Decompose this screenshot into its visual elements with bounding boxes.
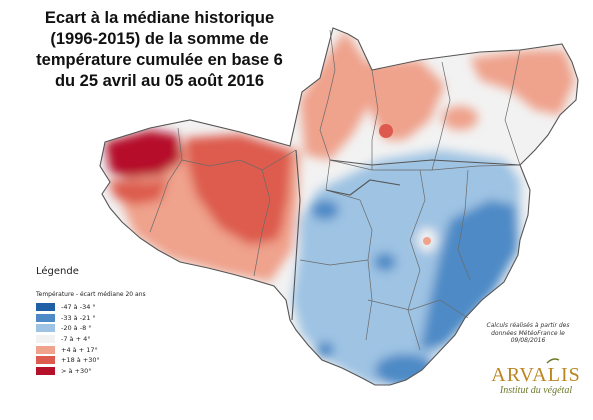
zone-medium-blue-loire	[375, 354, 435, 385]
legend: Légende Température - écart médiane 20 a…	[36, 266, 186, 376]
legend-swatch	[36, 366, 55, 375]
legend-item: -33 à -21 °	[36, 313, 186, 324]
legend-item: -20 à -8 °	[36, 323, 186, 334]
zone-medium-red-spot-caen	[379, 124, 393, 138]
zone-medium-blue-spot-mid	[374, 253, 396, 271]
logo-accent-icon	[546, 358, 560, 364]
legend-items: -47 à -34 ° -33 à -21 ° -20 à -8 ° -7 à …	[36, 302, 186, 376]
legend-swatch	[36, 356, 55, 365]
legend-item: -47 à -34 °	[36, 302, 186, 313]
department-borders	[149, 29, 521, 351]
zone-medium-red-finistere-edge	[108, 178, 168, 205]
note-line: 09/08/2016	[510, 337, 546, 344]
note-line: Calculs réalisés à partir des	[486, 322, 570, 329]
map-title-line-4: du 25 avril au 05 août 2016	[54, 72, 265, 90]
zone-medium-blue-spot-south	[316, 342, 334, 358]
zone-dark-red-finistere	[105, 130, 182, 178]
note-line: données MétéoFrance le	[491, 329, 565, 337]
legend-item: -7 à + 4°	[36, 334, 186, 345]
map-title-line-2: (1996-2015) de la somme de	[50, 30, 269, 48]
legend-swatch	[36, 313, 55, 322]
zone-light-red-cotentin	[300, 30, 372, 160]
zone-medium-red-brittany	[185, 134, 292, 245]
legend-item: +18 à +30°	[36, 355, 186, 366]
land-outline	[99, 27, 579, 386]
data-source-note: Calculs réalisés à partir des données Mé…	[472, 322, 584, 345]
legend-label: -7 à + 4°	[61, 335, 91, 344]
legend-label: +18 à +30°	[61, 356, 100, 365]
legend-item: > à +30°	[36, 366, 186, 377]
zone-medium-blue-east	[420, 200, 518, 350]
legend-item: +4 à + 17°	[36, 344, 186, 355]
legend-swatch	[36, 324, 55, 333]
legend-label: +4 à + 17°	[61, 345, 98, 354]
legend-label: -47 à -34 °	[61, 303, 96, 312]
legend-subtitle: Température - écart médiane 20 ans	[36, 291, 146, 298]
legend-label: -20 à -8 °	[61, 324, 92, 333]
map-title: Ecart à la médiane historique (1996-2015…	[22, 8, 297, 92]
zone-light-red-north	[360, 60, 445, 140]
legend-label: > à +30°	[61, 366, 92, 375]
legend-swatch	[36, 335, 55, 344]
region-borders	[291, 149, 521, 321]
legend-title: Légende	[36, 266, 79, 277]
map-title-line-1: Ecart à la médiane historique	[44, 9, 275, 27]
zone-light-red-northeast	[470, 50, 575, 115]
map-title-line-3: température cumulée en base 6	[36, 51, 283, 69]
zone-medium-red-spot-rennes	[266, 213, 284, 231]
zone-medium-blue-spot-west	[311, 200, 339, 220]
legend-label: -33 à -21 °	[61, 313, 96, 322]
logo-name: ARVALIS	[491, 364, 581, 386]
legend-swatch	[36, 303, 55, 312]
arvalis-logo: ARVALIS Institut du végétal	[484, 358, 588, 396]
legend-swatch	[36, 345, 55, 354]
zone-light-red-spot-east	[442, 106, 478, 130]
zone-light-red-spot-inner-core	[423, 237, 431, 245]
logo-tagline: Institut du végétal	[499, 385, 573, 396]
